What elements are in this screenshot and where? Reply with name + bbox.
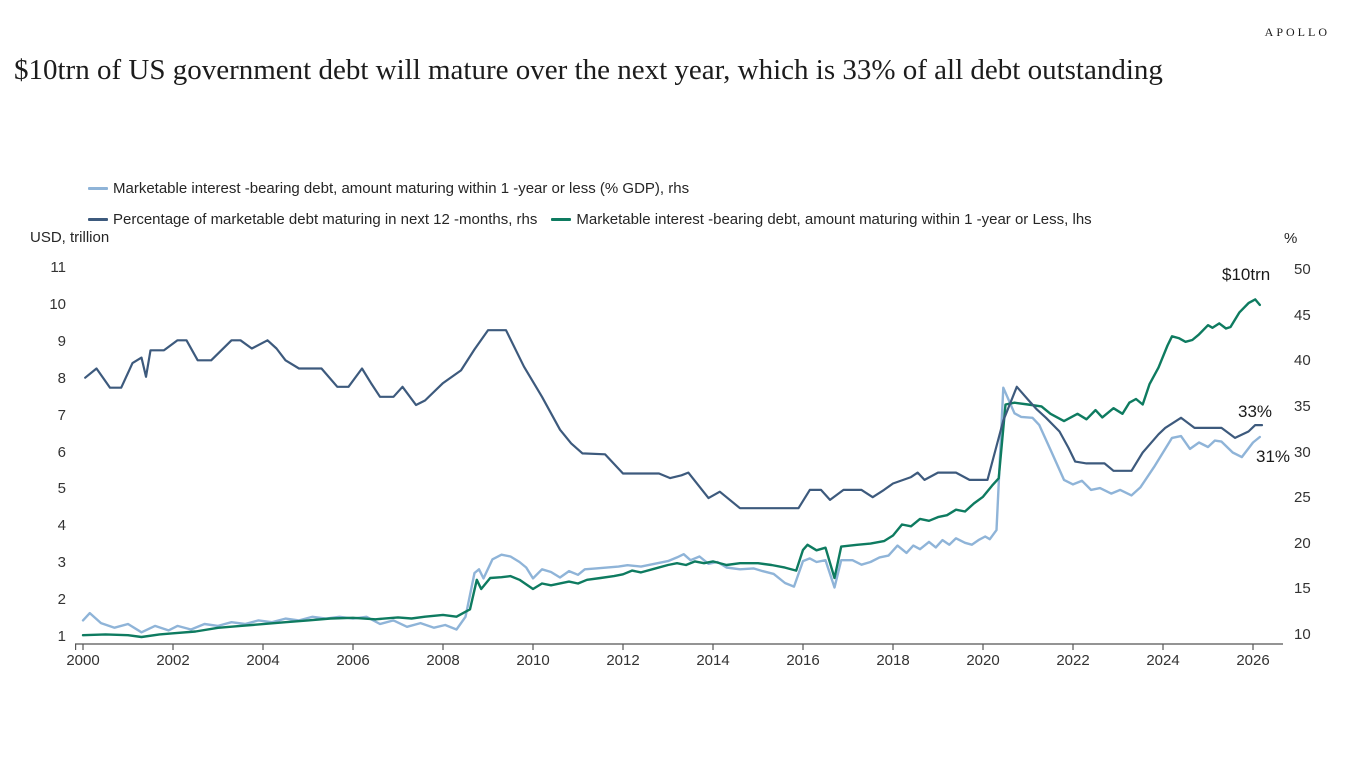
annotation-31: 31% bbox=[1256, 447, 1291, 466]
legend-row-2: Percentage of marketable debt maturing i… bbox=[88, 209, 1092, 230]
right-axis-tick-label: 50 bbox=[1294, 261, 1311, 278]
left-axis-tick-label: 8 bbox=[57, 369, 66, 387]
left-axis-tick-label: 10 bbox=[49, 295, 66, 313]
right-axis-tick-label: 25 bbox=[1294, 489, 1311, 507]
x-axis-tick-label: 2006 bbox=[336, 652, 370, 669]
x-axis-tick-label: 2002 bbox=[156, 652, 190, 669]
legend-marker-green bbox=[551, 218, 572, 221]
left-axis-tick-label: 11 bbox=[50, 259, 66, 276]
legend-item-pct-maturing-12m: Percentage of marketable debt maturing i… bbox=[88, 211, 537, 228]
right-axis-tick-label: 15 bbox=[1294, 580, 1311, 598]
legend-item-maturing-usd-trn: Marketable interest -bearing debt, amoun… bbox=[551, 211, 1092, 228]
left-axis-tick-label: 4 bbox=[57, 517, 66, 535]
x-axis-tick-label: 2004 bbox=[246, 652, 280, 669]
chart-title: $10trn of US government debt will mature… bbox=[14, 54, 1163, 86]
right-axis-tick-label: 35 bbox=[1294, 397, 1311, 415]
left-axis-tick-label: 2 bbox=[57, 591, 66, 609]
series-line-maturing-pct-gdp bbox=[81, 386, 1262, 634]
legend-item-maturing-pct-gdp: Marketable interest -bearing debt, amoun… bbox=[88, 180, 689, 197]
left-axis-tick-label: 1 bbox=[57, 628, 66, 645]
right-axis-tick-label: 20 bbox=[1294, 534, 1311, 552]
x-axis-tick-label: 2022 bbox=[1056, 652, 1090, 669]
x-axis-tick-label: 2018 bbox=[876, 652, 910, 669]
legend-marker-light-blue bbox=[88, 187, 108, 190]
left-axis-tick-label: 3 bbox=[57, 554, 66, 572]
right-axis-tick-label: 30 bbox=[1294, 443, 1311, 461]
annotation-33: 33% bbox=[1238, 402, 1273, 421]
right-axis-tick-label: 10 bbox=[1294, 626, 1311, 643]
annotation-10trn: $10trn bbox=[1222, 265, 1271, 284]
legend-label: Marketable interest -bearing debt, amoun… bbox=[113, 180, 690, 197]
right-axis-tick-label: 45 bbox=[1294, 306, 1311, 324]
x-axis-tick-label: 2014 bbox=[696, 652, 730, 669]
x-axis-tick-label: 2012 bbox=[606, 652, 640, 669]
x-axis-tick-label: 2024 bbox=[1146, 652, 1180, 669]
left-axis-tick-label: 6 bbox=[57, 443, 66, 461]
legend: Marketable interest -bearing debt, amoun… bbox=[88, 178, 1092, 240]
left-axis-tick-label: 5 bbox=[57, 480, 66, 498]
legend-marker-navy bbox=[88, 218, 108, 221]
x-axis-tick-label: 2008 bbox=[426, 652, 460, 669]
left-axis-tick-label: 7 bbox=[57, 406, 66, 424]
right-axis-tick-label: 40 bbox=[1294, 352, 1311, 370]
right-axis-caption: % bbox=[1284, 230, 1298, 247]
x-axis-tick-label: 2000 bbox=[66, 652, 100, 669]
x-axis-tick-label: 2016 bbox=[786, 652, 820, 669]
series-line-maturing-usd-trn bbox=[81, 298, 1262, 639]
left-axis-tick-label: 9 bbox=[57, 332, 66, 350]
legend-label: Marketable interest -bearing debt, amoun… bbox=[576, 211, 1092, 228]
x-axis-tick-label: 2026 bbox=[1236, 652, 1270, 669]
legend-label: Percentage of marketable debt maturing i… bbox=[113, 211, 538, 228]
series-line-pct-maturing-12m bbox=[84, 329, 1264, 510]
legend-row-1: Marketable interest -bearing debt, amoun… bbox=[88, 178, 1092, 199]
x-axis-tick-label: 2020 bbox=[966, 652, 1000, 669]
x-axis-tick-label: 2010 bbox=[516, 652, 550, 669]
left-axis-caption: USD, trillion bbox=[30, 229, 110, 246]
apollo-logo: APOLLO bbox=[1264, 25, 1330, 39]
